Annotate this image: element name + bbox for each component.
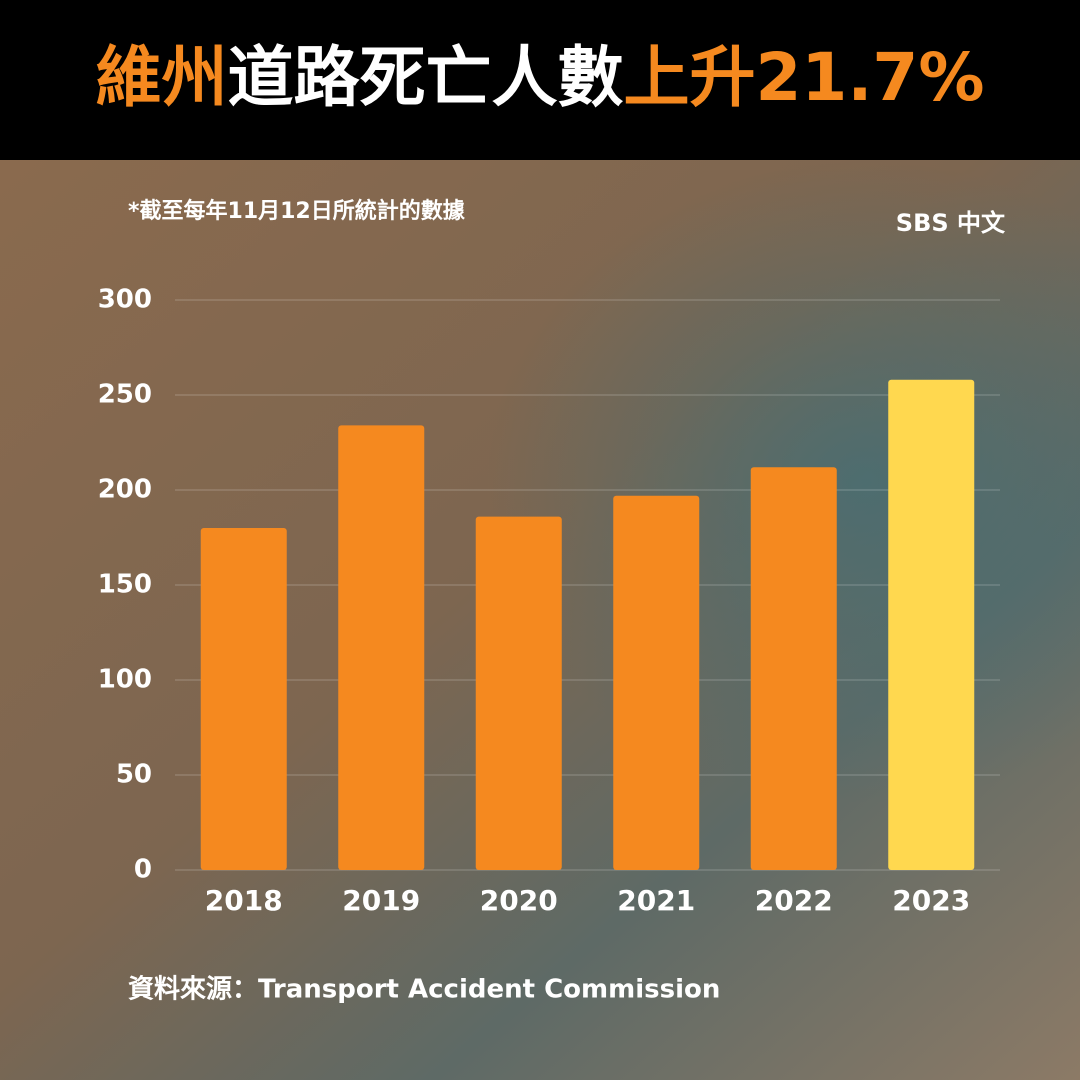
y-tick-label: 100: [98, 665, 152, 695]
x-tick-label: 2020: [480, 884, 558, 917]
bar: [475, 516, 562, 870]
bar: [888, 379, 975, 870]
chart-title: 維州道路死亡人數上升21.7%: [96, 39, 985, 116]
y-tick-label: 50: [116, 760, 152, 790]
bar: [200, 528, 287, 870]
header: [0, 0, 1080, 160]
y-tick-label: 0: [134, 855, 152, 885]
y-tick-label: 200: [98, 475, 152, 505]
bar: [613, 495, 700, 870]
y-tick-label: 250: [98, 380, 152, 410]
note: *截至每年11月12日所統計的數據: [128, 198, 466, 224]
logo: SBS 中文: [896, 209, 1006, 237]
title-part: 上升21.7%: [624, 39, 985, 116]
source: 資料來源：Transport Accident Commission: [128, 975, 720, 1005]
bar: [338, 425, 425, 870]
title-part: 維州: [96, 39, 228, 116]
x-tick-label: 2021: [617, 884, 695, 917]
x-tick-label: 2019: [342, 884, 420, 917]
title-part: 道路死亡人數: [228, 39, 624, 116]
y-tick-label: 150: [98, 570, 152, 600]
y-tick-label: 300: [98, 285, 152, 315]
bar: [750, 467, 837, 870]
x-tick-label: 2022: [755, 884, 833, 917]
x-tick-label: 2023: [892, 884, 970, 917]
x-tick-label: 2018: [205, 884, 283, 917]
